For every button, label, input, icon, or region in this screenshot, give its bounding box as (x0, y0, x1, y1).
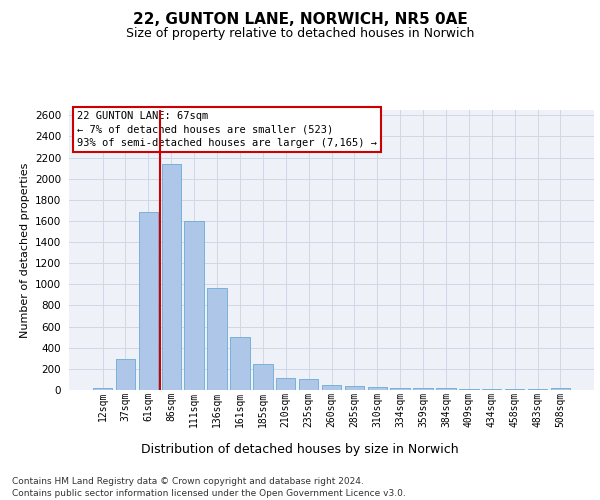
Bar (344, 386, 364, 390)
Bar (184, 222, 204, 390)
Bar (253, 364, 272, 390)
Text: 22, GUNTON LANE, NORWICH, NR5 0AE: 22, GUNTON LANE, NORWICH, NR5 0AE (133, 12, 467, 28)
Bar (528, 389, 547, 390)
Text: Contains public sector information licensed under the Open Government Licence v3: Contains public sector information licen… (12, 489, 406, 498)
Bar (93, 388, 112, 390)
Text: Distribution of detached houses by size in Norwich: Distribution of detached houses by size … (141, 442, 459, 456)
Bar (139, 212, 158, 390)
Bar (299, 380, 319, 390)
Bar (276, 378, 295, 390)
Bar (230, 337, 250, 390)
Text: 22 GUNTON LANE: 67sqm
← 7% of detached houses are smaller (523)
93% of semi-deta: 22 GUNTON LANE: 67sqm ← 7% of detached h… (77, 112, 377, 148)
Bar (436, 388, 455, 390)
Text: Contains HM Land Registry data © Crown copyright and database right 2024.: Contains HM Land Registry data © Crown c… (12, 478, 364, 486)
Y-axis label: Number of detached properties: Number of detached properties (20, 162, 29, 338)
Bar (391, 388, 410, 390)
Bar (368, 388, 387, 390)
Bar (208, 288, 227, 390)
Bar (116, 359, 135, 390)
Bar (459, 389, 479, 390)
Bar (551, 388, 570, 390)
Text: Size of property relative to detached houses in Norwich: Size of property relative to detached ho… (126, 28, 474, 40)
Bar (322, 384, 341, 390)
Bar (413, 388, 433, 390)
Bar (161, 164, 181, 390)
